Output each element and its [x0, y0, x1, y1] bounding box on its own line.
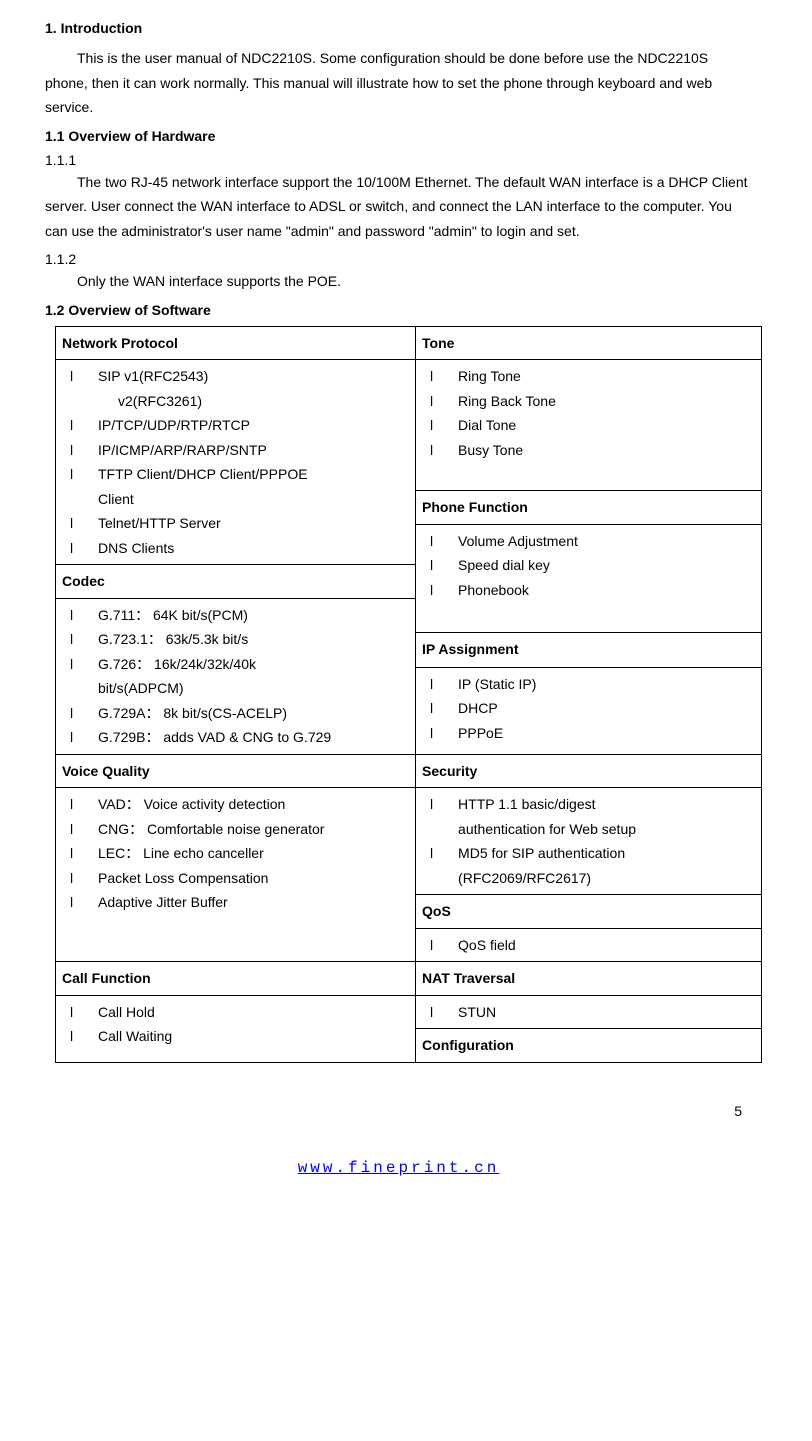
list-item: G.729B： adds VAD & CNG to G.729	[62, 725, 409, 750]
header-tone: Tone	[416, 326, 762, 360]
header-voice-quality: Voice Quality	[56, 754, 416, 788]
list-item: STUN	[422, 1000, 755, 1025]
heading-1: 1. Introduction	[45, 20, 752, 36]
list-item: MD5 for SIP authentication	[422, 841, 755, 866]
paragraph-1-1-1: The two RJ-45 network interface support …	[45, 170, 752, 244]
list-item: Packet Loss Compensation	[62, 866, 409, 891]
list-item: IP (Static IP)	[422, 672, 755, 697]
list-item: G.729A： 8k bit/s(CS-ACELP)	[62, 701, 409, 726]
table-row: Call Function NAT Traversal	[56, 962, 762, 996]
list-item: VAD： Voice activity detection	[62, 792, 409, 817]
header-codec: Codec	[56, 565, 416, 599]
list-item: QoS field	[422, 933, 755, 958]
header-nat-traversal: NAT Traversal	[416, 962, 762, 996]
cell-qos: QoS field	[416, 928, 762, 962]
cell-voice-quality: VAD： Voice activity detection CNG： Comfo…	[56, 788, 416, 962]
list-item: Telnet/HTTP Server	[62, 511, 409, 536]
list-item: CNG： Comfortable noise generator	[62, 817, 409, 842]
list-item: LEC： Line echo canceller	[62, 841, 409, 866]
list-item: Volume Adjustment	[422, 529, 755, 554]
list-item-sub: v2(RFC3261)	[62, 389, 409, 414]
header-phone-function: Phone Function	[416, 491, 762, 525]
list-item: TFTP Client/DHCP Client/PPPOE	[62, 462, 409, 487]
header-configuration: Configuration	[416, 1029, 762, 1063]
sub-1-1-2: 1.1.2	[45, 251, 752, 267]
list-item: DNS Clients	[62, 536, 409, 561]
cell-ip-assignment: IP (Static IP) DHCP PPPoE	[416, 667, 762, 754]
list-item: Speed dial key	[422, 553, 755, 578]
page-number: 5	[45, 1103, 752, 1119]
heading-1-1: 1.1 Overview of Hardware	[45, 128, 752, 144]
header-network-protocol: Network Protocol	[56, 326, 416, 360]
footer-link[interactable]: www.fineprint.cn	[298, 1159, 500, 1177]
list-item-cont: authentication for Web setup	[422, 817, 755, 842]
paragraph-1-1-2: Only the WAN interface supports the POE.	[45, 269, 752, 294]
header-security: Security	[416, 754, 762, 788]
list-item: Ring Back Tone	[422, 389, 755, 414]
list-item: PPPoE	[422, 721, 755, 746]
sub-1-1-1: 1.1.1	[45, 152, 752, 168]
list-item: Adaptive Jitter Buffer	[62, 890, 409, 915]
list-item: G.711： 64K bit/s(PCM)	[62, 603, 409, 628]
list-item: HTTP 1.1 basic/digest	[422, 792, 755, 817]
list-item-cont: (RFC2069/RFC2617)	[422, 866, 755, 891]
heading-1-2: 1.2 Overview of Software	[45, 302, 752, 318]
header-qos: QoS	[416, 895, 762, 929]
list-item: IP/ICMP/ARP/RARP/SNTP	[62, 438, 409, 463]
list-item: G.723.1： 63k/5.3k bit/s	[62, 627, 409, 652]
list-item: IP/TCP/UDP/RTP/RTCP	[62, 413, 409, 438]
list-item: Call Hold	[62, 1000, 409, 1025]
cell-nat: STUN	[416, 995, 762, 1029]
cell-phone-function: Volume Adjustment Speed dial key Phonebo…	[416, 524, 762, 632]
table-row: SIP v1(RFC2543) v2(RFC3261) IP/TCP/UDP/R…	[56, 360, 762, 491]
list-item: SIP v1(RFC2543)	[62, 364, 409, 389]
software-overview-table: Network Protocol Tone SIP v1(RFC2543) v2…	[55, 326, 762, 1063]
table-row: Voice Quality Security	[56, 754, 762, 788]
document-page: 1. Introduction This is the user manual …	[0, 0, 812, 1197]
cell-codec: G.711： 64K bit/s(PCM) G.723.1： 63k/5.3k …	[56, 598, 416, 754]
list-item: DHCP	[422, 696, 755, 721]
list-item-cont: Client	[62, 487, 409, 512]
header-ip-assignment: IP Assignment	[416, 632, 762, 667]
list-item-cont: bit/s(ADPCM)	[62, 676, 409, 701]
footer: www.fineprint.cn	[45, 1159, 752, 1177]
cell-tone: Ring Tone Ring Back Tone Dial Tone Busy …	[416, 360, 762, 491]
intro-paragraph: This is the user manual of NDC2210S. Som…	[45, 46, 752, 120]
cell-security: HTTP 1.1 basic/digest authentication for…	[416, 788, 762, 895]
table-row: Network Protocol Tone	[56, 326, 762, 360]
cell-network-protocol: SIP v1(RFC2543) v2(RFC3261) IP/TCP/UDP/R…	[56, 360, 416, 565]
list-item: Call Waiting	[62, 1024, 409, 1049]
table-row: VAD： Voice activity detection CNG： Comfo…	[56, 788, 762, 895]
header-call-function: Call Function	[56, 962, 416, 996]
list-item: Dial Tone	[422, 413, 755, 438]
list-item: G.726： 16k/24k/32k/40k	[62, 652, 409, 677]
list-item: Ring Tone	[422, 364, 755, 389]
table-row: Call Hold Call Waiting STUN	[56, 995, 762, 1029]
list-item: Phonebook	[422, 578, 755, 603]
cell-call-function: Call Hold Call Waiting	[56, 995, 416, 1062]
list-item: Busy Tone	[422, 438, 755, 463]
